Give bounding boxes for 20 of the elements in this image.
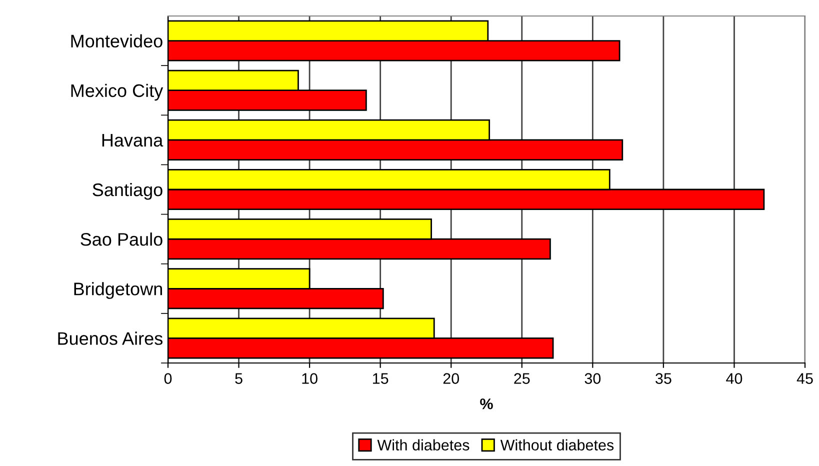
x-tick-label: 45 — [796, 373, 813, 384]
y-tick-label: Santiago — [92, 182, 162, 200]
legend-label: Without diabetes — [500, 439, 614, 451]
x-tick-label: 20 — [443, 373, 460, 384]
legend-label: With diabetes — [377, 439, 470, 451]
y-tick-label: Mexico City — [71, 84, 164, 101]
x-tick-label: 5 — [235, 373, 242, 384]
x-axis-title: % — [480, 398, 493, 410]
y-tick-label: Bridgetown — [74, 282, 162, 299]
y-tick-label: Sao Paulo — [80, 232, 162, 246]
x-tick-label: 30 — [584, 373, 601, 384]
y-tick-label: Buenos Aires — [58, 332, 162, 345]
x-tick-label: 25 — [514, 373, 530, 384]
x-tick-label: 0 — [164, 373, 172, 384]
x-tick-label: 35 — [656, 373, 672, 384]
y-tick-label: Montevideo — [71, 34, 162, 48]
x-tick-label: 10 — [302, 373, 318, 384]
x-tick-label: 40 — [726, 373, 742, 384]
y-tick-label: Havana — [102, 134, 164, 147]
x-tick-label: 15 — [373, 373, 388, 384]
